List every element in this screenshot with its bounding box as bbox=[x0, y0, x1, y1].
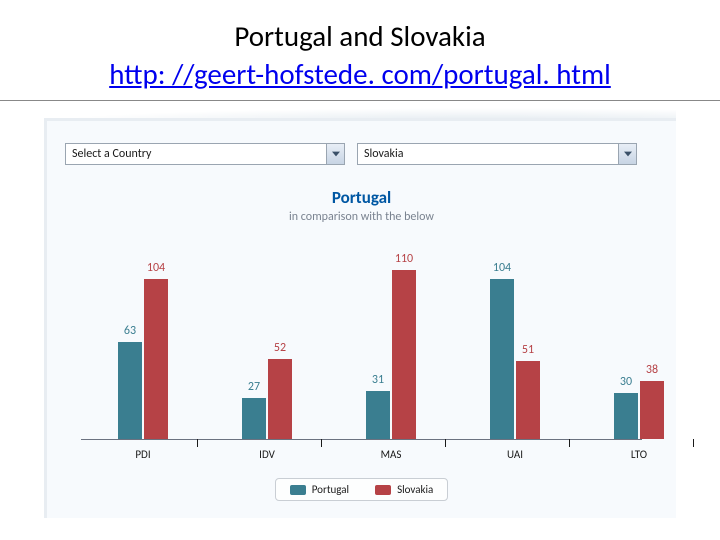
bar-value-label: 104 bbox=[138, 261, 174, 275]
bar-value-label: 30 bbox=[608, 375, 644, 389]
bar: 30 bbox=[614, 393, 638, 439]
bar-group: 10451UAI bbox=[475, 279, 555, 439]
bar-value-label: 31 bbox=[360, 373, 396, 387]
axis-tick bbox=[693, 439, 694, 447]
axis-tick bbox=[569, 439, 570, 447]
comparison-country-select[interactable]: Slovakia bbox=[357, 143, 637, 165]
legend: Portugal Slovakia bbox=[47, 472, 676, 501]
comparison-country-select-label: Slovakia bbox=[364, 147, 404, 161]
chart-area: 63104PDI2752IDV31110MAS10451UAI3038LTO bbox=[81, 244, 642, 464]
bar: 110 bbox=[392, 270, 416, 439]
category-label: PDI bbox=[103, 448, 183, 461]
bar-value-label: 27 bbox=[236, 380, 272, 394]
page-title: Portugal and Slovakia bbox=[0, 18, 720, 54]
legend-swatch bbox=[290, 485, 306, 495]
category-label: MAS bbox=[351, 448, 431, 461]
primary-country-select[interactable]: Select a Country bbox=[65, 143, 345, 165]
bar: 51 bbox=[516, 361, 540, 439]
legend-label: Slovakia bbox=[397, 483, 433, 496]
chart-title: Portugal bbox=[47, 187, 676, 208]
bar: 63 bbox=[118, 342, 142, 439]
legend-group: Portugal Slovakia bbox=[275, 478, 449, 501]
bar-group: 2752IDV bbox=[227, 359, 307, 439]
source-url-link[interactable]: http: //geert-hofstede. com/portugal. ht… bbox=[109, 56, 611, 92]
legend-item: Slovakia bbox=[375, 483, 433, 496]
bar-value-label: 63 bbox=[112, 324, 148, 338]
chevron-down-icon bbox=[618, 144, 636, 164]
bar: 52 bbox=[268, 359, 292, 439]
chevron-down-icon bbox=[326, 144, 344, 164]
category-label: UAI bbox=[475, 448, 555, 461]
bar-group: 63104PDI bbox=[103, 279, 183, 439]
bar: 38 bbox=[640, 381, 664, 439]
category-label: IDV bbox=[227, 448, 307, 461]
legend-item: Portugal bbox=[290, 483, 349, 496]
bar-value-label: 51 bbox=[510, 343, 546, 357]
chart-title-block: Portugal in comparison with the below bbox=[47, 187, 676, 224]
bar-value-label: 52 bbox=[262, 341, 298, 355]
bar: 104 bbox=[144, 279, 168, 439]
category-label: LTO bbox=[599, 448, 679, 461]
bar-value-label: 38 bbox=[634, 363, 670, 377]
bar: 27 bbox=[242, 398, 266, 439]
bar: 104 bbox=[490, 279, 514, 439]
axis-tick bbox=[321, 439, 322, 447]
country-selectors: Select a Country Slovakia bbox=[47, 121, 676, 173]
axis-tick bbox=[197, 439, 198, 447]
chart-plot: 63104PDI2752IDV31110MAS10451UAI3038LTO bbox=[81, 255, 642, 440]
chart-panel: Select a Country Slovakia Portugal in co… bbox=[44, 118, 676, 518]
bar-value-label: 104 bbox=[484, 261, 520, 275]
bar: 31 bbox=[366, 391, 390, 439]
axis-tick bbox=[445, 439, 446, 447]
legend-swatch bbox=[375, 485, 391, 495]
primary-country-select-label: Select a Country bbox=[72, 147, 151, 161]
header-divider bbox=[0, 100, 720, 101]
chart-subtitle: in comparison with the below bbox=[47, 210, 676, 224]
legend-label: Portugal bbox=[312, 483, 349, 496]
bar-group: 3038LTO bbox=[599, 381, 679, 439]
bar-value-label: 110 bbox=[386, 252, 422, 266]
bar-group: 31110MAS bbox=[351, 270, 431, 439]
